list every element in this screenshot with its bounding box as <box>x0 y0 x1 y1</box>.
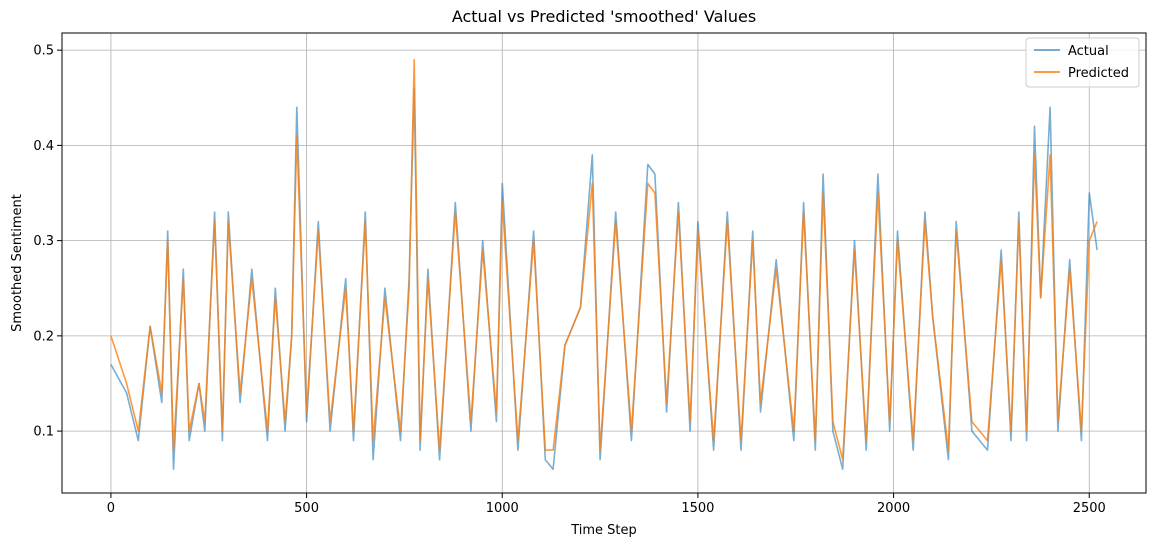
legend-label-predicted: Predicted <box>1068 66 1129 81</box>
y-axis: 0.1 0.2 0.3 0.4 0.5 <box>33 44 62 440</box>
y-tick-label: 0.4 <box>33 139 54 154</box>
x-tick-label: 2000 <box>877 501 910 516</box>
y-tick-label: 0.3 <box>33 234 54 249</box>
legend: Actual Predicted <box>1025 37 1140 88</box>
plot-frame <box>61 32 1147 494</box>
x-tick-label: 1000 <box>486 501 519 516</box>
x-axis-label: Time Step <box>570 523 637 538</box>
x-tick-label: 2500 <box>1073 501 1106 516</box>
y-tick-label: 0.2 <box>33 329 54 344</box>
chart-title: Actual vs Predicted 'smoothed' Values <box>452 7 756 26</box>
grid <box>62 33 1146 493</box>
series-group <box>110 58 1098 471</box>
y-tick-label: 0.5 <box>33 44 54 59</box>
series-line-predicted <box>110 58 1098 461</box>
x-tick-label: 0 <box>107 501 115 516</box>
y-axis-label: Smoothed Sentiment <box>10 194 25 332</box>
x-tick-label: 1500 <box>681 501 714 516</box>
x-tick-label: 500 <box>294 501 319 516</box>
x-axis: 0 500 1000 1500 2000 2500 <box>107 493 1106 516</box>
y-tick-label: 0.1 <box>33 425 54 440</box>
legend-label-actual: Actual <box>1068 44 1109 59</box>
